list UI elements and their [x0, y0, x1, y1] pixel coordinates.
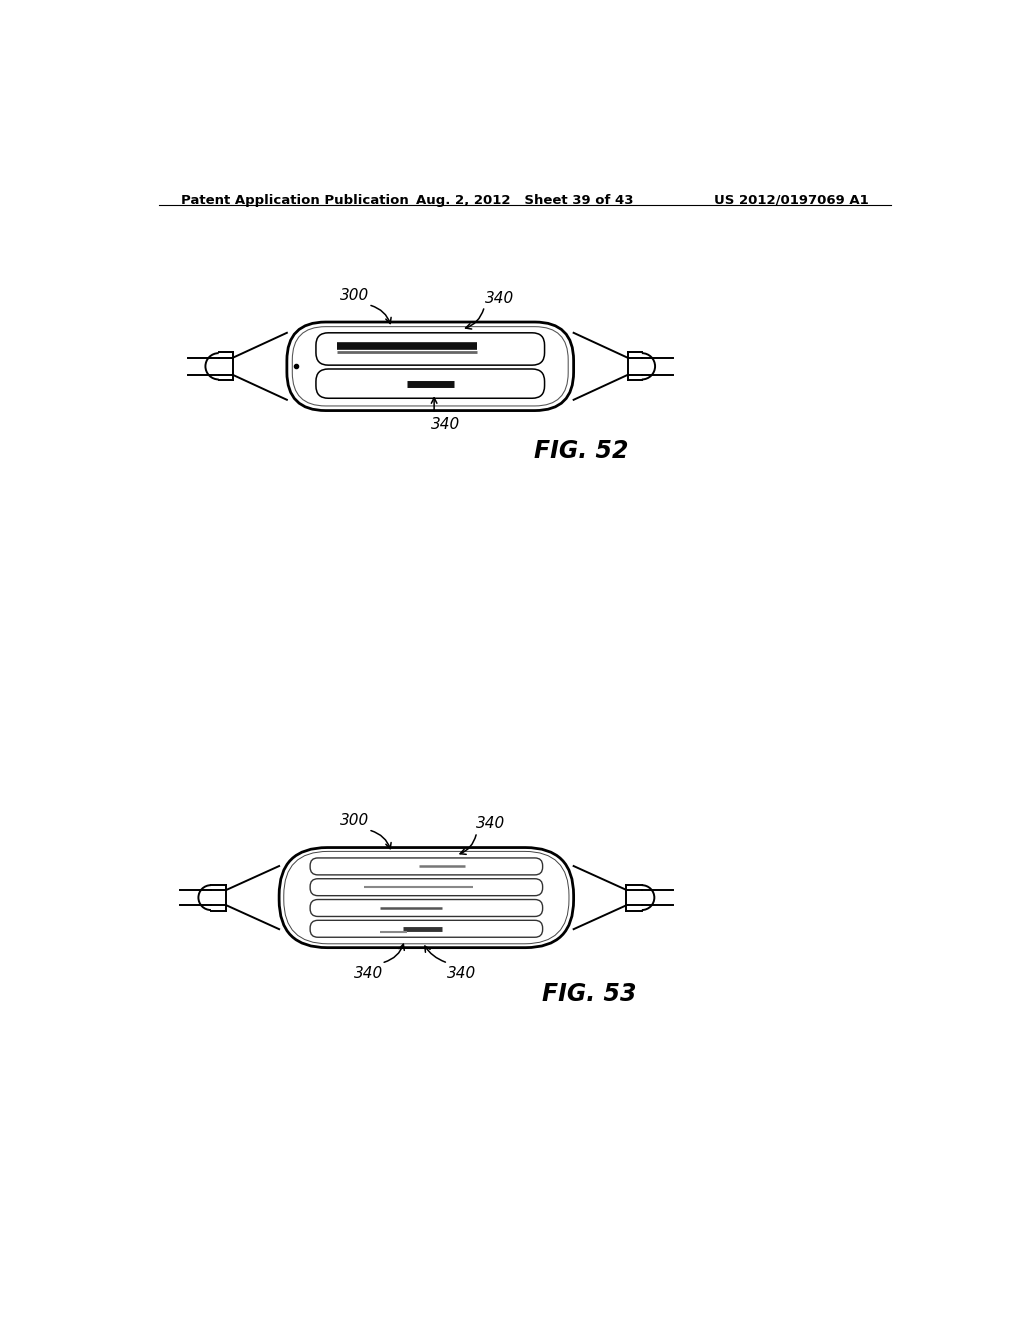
FancyBboxPatch shape: [310, 858, 543, 875]
FancyBboxPatch shape: [310, 920, 543, 937]
Text: 340: 340: [353, 965, 383, 981]
FancyBboxPatch shape: [310, 899, 543, 916]
Text: Patent Application Publication: Patent Application Publication: [180, 194, 409, 207]
Text: 340: 340: [485, 290, 515, 306]
Text: 340: 340: [476, 816, 505, 832]
Text: Aug. 2, 2012   Sheet 39 of 43: Aug. 2, 2012 Sheet 39 of 43: [416, 194, 634, 207]
FancyBboxPatch shape: [316, 370, 545, 399]
Text: 300: 300: [340, 813, 369, 828]
FancyBboxPatch shape: [287, 322, 573, 411]
FancyBboxPatch shape: [280, 847, 573, 948]
Text: 340: 340: [447, 965, 476, 981]
Text: 300: 300: [340, 288, 369, 304]
FancyBboxPatch shape: [316, 333, 545, 366]
Text: US 2012/0197069 A1: US 2012/0197069 A1: [714, 194, 869, 207]
Text: 340: 340: [431, 417, 461, 432]
Text: FIG. 53: FIG. 53: [542, 982, 636, 1006]
Text: FIG. 52: FIG. 52: [535, 440, 629, 463]
FancyBboxPatch shape: [310, 879, 543, 896]
